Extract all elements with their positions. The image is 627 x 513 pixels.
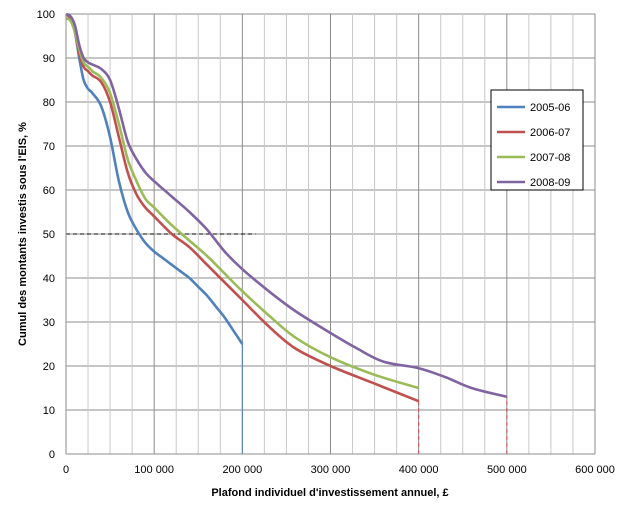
y-tick-label: 0 bbox=[49, 449, 55, 461]
y-tick-label: 60 bbox=[43, 185, 55, 197]
x-tick-label: 400 000 bbox=[399, 464, 439, 476]
y-tick-label: 100 bbox=[37, 9, 55, 21]
y-tick-label: 20 bbox=[43, 361, 55, 373]
y-tick-label: 30 bbox=[43, 317, 55, 329]
series-line-2008-09 bbox=[65, 12, 508, 399]
x-tick-label: 300 000 bbox=[311, 464, 351, 476]
x-tick-label: 0 bbox=[63, 464, 69, 476]
series-line-2006-07 bbox=[65, 12, 420, 403]
y-tick-label: 70 bbox=[43, 141, 55, 153]
legend-label: 2005-06 bbox=[530, 102, 570, 114]
x-tick-label: 200 000 bbox=[222, 464, 262, 476]
y-tick-label: 40 bbox=[43, 273, 55, 285]
legend-label: 2007-08 bbox=[530, 152, 570, 164]
y-tick-label: 10 bbox=[43, 405, 55, 417]
series-lines bbox=[65, 12, 508, 403]
y-tick-label: 50 bbox=[43, 229, 55, 241]
y-tick-label: 80 bbox=[43, 97, 55, 109]
x-tick-label: 100 000 bbox=[134, 464, 174, 476]
y-tick-label: 90 bbox=[43, 53, 55, 65]
x-tick-label: 600 000 bbox=[575, 464, 615, 476]
x-axis-title: Plafond individuel d'investissement annu… bbox=[211, 487, 448, 499]
legend: 2005-06 2006-07 2007-08 2008-09 bbox=[490, 89, 584, 191]
x-tick-labels: 0 100 000 200 000 300 000 400 000 500 000 600 … bbox=[63, 464, 615, 476]
series-line-2005-06 bbox=[65, 12, 244, 345]
reference-lines bbox=[66, 233, 508, 454]
axes bbox=[65, 14, 595, 455]
legend-label: 2008-09 bbox=[530, 177, 570, 189]
x-tick-label: 500 000 bbox=[487, 464, 527, 476]
series-line-2007-08 bbox=[65, 17, 420, 390]
y-tick-labels: 0 10 20 30 40 50 60 70 80 90 100 bbox=[37, 9, 55, 461]
legend-label: 2006-07 bbox=[530, 127, 570, 139]
y-axis-title: Cumul des montants investis sous l'EIS, … bbox=[17, 122, 29, 346]
